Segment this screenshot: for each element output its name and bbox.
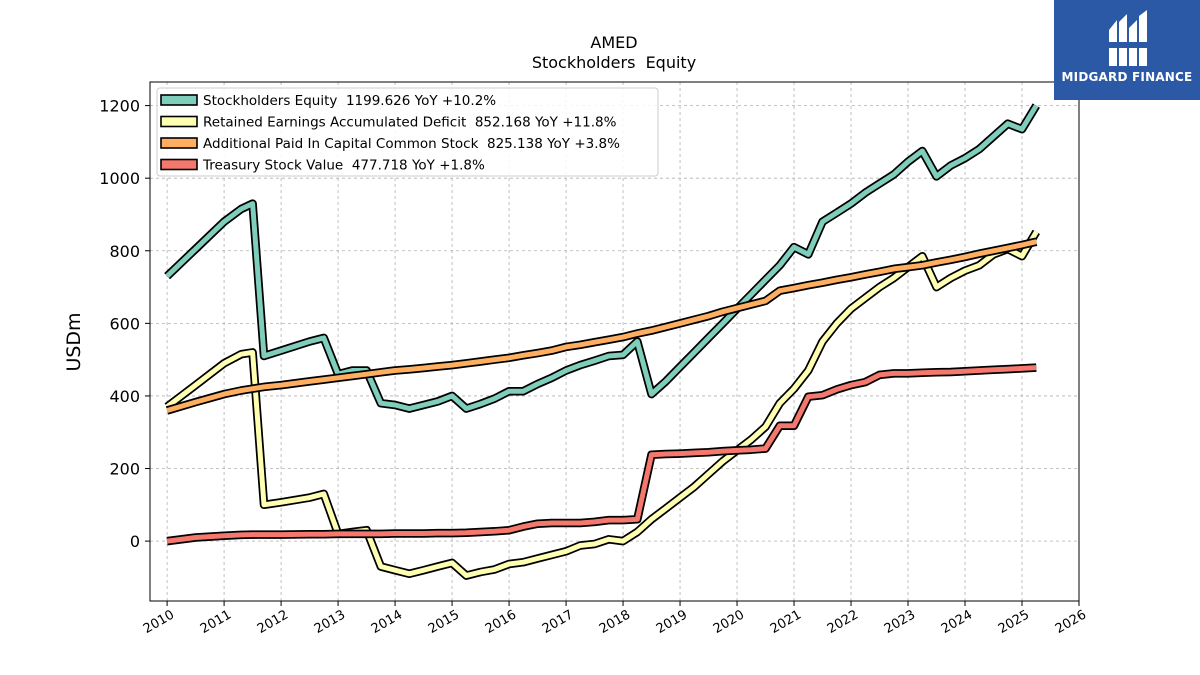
series-3 [165, 237, 1038, 415]
y-tick-label: 1000 [99, 169, 140, 188]
x-tick-label: 2016 [483, 607, 519, 637]
legend-swatch [160, 158, 198, 171]
x-tick-label: 2020 [711, 607, 747, 637]
y-tick-label: 800 [109, 242, 140, 261]
y-axis-label: USDm [63, 312, 85, 371]
chart-title: AMED [590, 33, 637, 52]
legend-swatch [160, 137, 198, 149]
legend-swatch [160, 115, 198, 128]
y-tick-label: 0 [130, 532, 140, 551]
legend-label: Stockholders Equity 1199.626 YoY +10.2% [203, 93, 496, 109]
legend-box [156, 87, 659, 177]
series-layer [164, 103, 1040, 580]
x-tick-label: 2021 [768, 607, 804, 637]
x-tick-label: 2013 [312, 607, 348, 637]
plot-frame [149, 81, 1080, 602]
series-line [165, 104, 1039, 412]
x-tick-label: 2011 [198, 607, 234, 637]
midgard-logo-icon [1105, 10, 1151, 66]
chart-subtitle: Stockholders Equity [532, 53, 696, 72]
x-tick-label: 2010 [141, 607, 177, 637]
series-line [166, 239, 1037, 413]
legend-swatch [160, 94, 198, 106]
y-tick-label: 1200 [99, 97, 140, 116]
series-line [166, 365, 1037, 544]
x-tick-label: 2025 [996, 607, 1032, 637]
y-tick-label: 600 [109, 314, 140, 333]
series-4 [166, 363, 1037, 546]
legend-item: Treasury Stock Value 477.718 YoY +1.8% [160, 158, 485, 174]
x-tick-label: 2019 [654, 607, 690, 637]
x-tick-label: 2023 [882, 607, 918, 637]
brand-name: MIDGARD FINANCE [1061, 70, 1193, 84]
legend-label: Additional Paid In Capital Common Stock … [203, 136, 620, 152]
legend: Stockholders Equity 1199.626 YoY +10.2% R… [156, 87, 659, 177]
legend-item: Additional Paid In Capital Common Stock … [160, 136, 620, 152]
series-1 [164, 103, 1040, 413]
x-tick-label: 2024 [939, 607, 975, 637]
x-tick-label: 2022 [825, 607, 861, 637]
x-tick-label: 2026 [1053, 607, 1089, 637]
x-tick-label: 2014 [369, 607, 405, 637]
legend-label: Retained Earnings Accumulated Deficit 85… [203, 115, 617, 131]
legend-label: Treasury Stock Value 477.718 YoY +1.8% [202, 158, 485, 174]
x-tick-label: 2017 [540, 607, 576, 637]
legend-item: Stockholders Equity 1199.626 YoY +10.2% [160, 93, 496, 109]
y-tick-label: 400 [109, 387, 140, 406]
legend-item: Retained Earnings Accumulated Deficit 85… [160, 115, 617, 131]
brand-logo: MIDGARD FINANCE [1054, 0, 1200, 100]
x-tick-label: 2018 [597, 607, 633, 637]
y-tick-label: 200 [109, 460, 140, 479]
x-tick-label: 2015 [426, 607, 462, 637]
x-tick-label: 2012 [255, 607, 291, 637]
